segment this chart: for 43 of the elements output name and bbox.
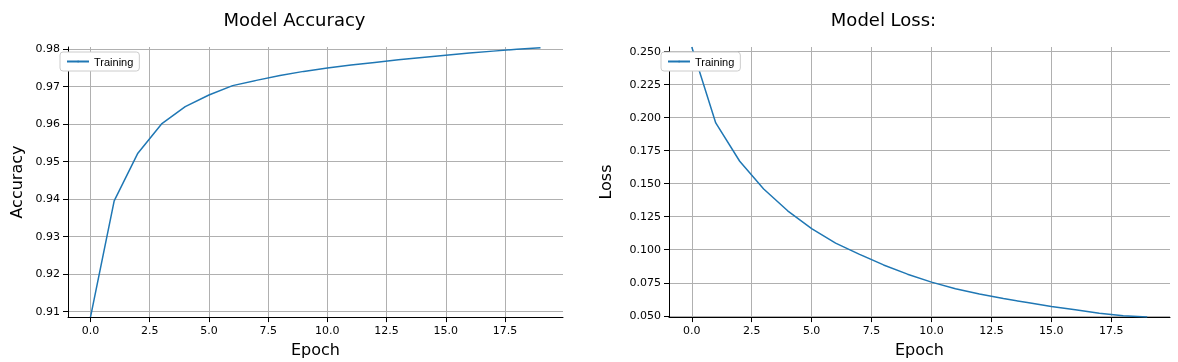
line-series [691,46,1148,318]
x-tick-label: 10.0 [919,324,944,338]
x-tick-label: 0.0 [81,324,100,338]
y-tick-label: 0.95 [35,154,60,168]
y-tick-label: 0.94 [35,192,60,206]
x-tick-label: 15.0 [1039,324,1064,338]
y-axis-title: Loss [595,164,615,200]
y-tick-label: 0.200 [629,111,661,125]
y-tick-label: 0.225 [629,78,661,92]
y-tick-label: 0.075 [629,276,661,290]
x-tick-label: 0.0 [683,324,701,338]
y-tick-label: 0.100 [629,243,661,257]
x-tick-label: 2.5 [742,324,761,338]
x-tick-label: 2.5 [140,324,159,338]
x-axis-title: Epoch [291,339,340,359]
chart-title: Model Loss: [830,8,937,30]
chart-title: Model Accuracy [223,8,366,30]
y-tick-label: 0.150 [629,177,661,191]
legend-label: Training [695,55,735,68]
y-tick-label: 0.92 [35,267,60,281]
legend-label: Training [94,55,134,68]
x-tick-label: 15.0 [433,324,459,338]
y-tick-label: 0.050 [629,309,661,323]
x-tick-label: 5.0 [200,324,218,338]
x-tick-label: 7.5 [259,324,277,338]
y-tick-label: 0.91 [35,304,60,318]
y-tick-label: 0.93 [35,229,60,243]
y-axis-title: Accuracy [6,145,26,219]
x-axis-title: Epoch [895,339,944,359]
y-tick-label: 0.125 [629,210,661,224]
x-tick-label: 5.0 [802,324,821,338]
y-tick-label: 0.250 [629,45,661,59]
line-series [89,47,542,318]
y-tick-label: 0.98 [35,42,60,56]
x-tick-label: 17.5 [492,324,518,338]
x-tick-label: 12.5 [979,324,1004,338]
x-tick-label: 12.5 [374,324,399,338]
x-tick-label: 17.5 [1099,324,1124,338]
y-tick-label: 0.97 [35,79,60,93]
x-tick-label: 10.0 [315,324,340,338]
x-tick-label: 7.5 [862,324,881,338]
y-tick-label: 0.175 [629,144,661,158]
y-tick-label: 0.96 [35,117,60,131]
